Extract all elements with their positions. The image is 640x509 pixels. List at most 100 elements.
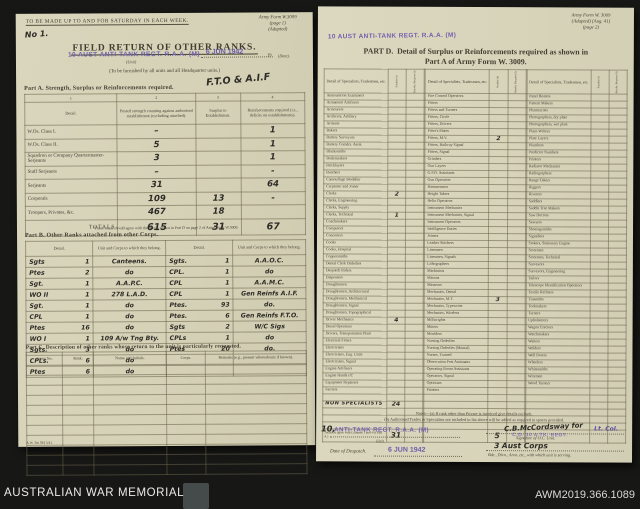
cell <box>62 384 94 396</box>
cell <box>387 267 406 275</box>
cell <box>506 352 525 360</box>
cell <box>405 344 424 353</box>
cell: – <box>117 164 196 179</box>
part-a-heading: Part A. Strength, Surplus or Reinforceme… <box>24 84 174 92</box>
cell <box>387 239 406 247</box>
cell <box>166 454 207 465</box>
cell: CPL. 1 <box>165 266 233 278</box>
cell <box>489 219 508 227</box>
cell <box>608 156 627 164</box>
cell <box>387 197 406 205</box>
part-a-table: 1 2 3 4 Detail. Posted strength counting… <box>24 92 306 236</box>
cell <box>205 443 307 455</box>
cell <box>405 379 424 388</box>
cell <box>608 205 627 213</box>
cell <box>63 424 94 436</box>
cell <box>205 423 307 435</box>
part-d-title: PART D. Detail of Surplus or Reinforceme… <box>356 46 596 67</box>
cell <box>387 232 406 240</box>
cell <box>488 338 507 346</box>
cell: Sgt. 1 <box>25 277 94 290</box>
cell <box>205 403 307 415</box>
detail-rank-count: Sgts 1 <box>29 257 90 266</box>
cell <box>93 434 167 445</box>
cell <box>608 121 627 129</box>
cell <box>405 351 424 360</box>
cell: 4 <box>387 316 406 324</box>
cell <box>94 464 167 475</box>
detail-rank-count: CPL 1 <box>169 290 230 298</box>
cell: Ptes 2 <box>25 266 93 279</box>
cell <box>488 261 507 269</box>
cell <box>405 246 424 255</box>
page-1-field-return: TO BE MADE UP TO AND FOR SATURDAY IN EAC… <box>15 12 316 476</box>
cell <box>26 415 64 426</box>
detail-rank-count: Sgt. 1 <box>29 301 90 310</box>
stand-strap <box>183 483 209 509</box>
cell <box>488 352 507 360</box>
cell <box>590 128 609 136</box>
cell: 31 <box>117 178 197 193</box>
cell <box>405 358 424 367</box>
column-header-surplus: Surplus (a) <box>590 70 610 94</box>
cell: 278 L.A.D. <box>93 288 166 300</box>
cell <box>608 177 627 185</box>
cell <box>26 375 63 386</box>
column-header-reinforcements: Reinfts. Required (b) <box>406 69 425 94</box>
detail-rank-count: Sgt. 1 <box>29 279 90 288</box>
cell <box>405 316 424 325</box>
cell <box>386 386 406 394</box>
cell <box>506 317 525 325</box>
cell: do <box>233 331 307 344</box>
part-d-header-row: Detail of Specialists, Tradesmen, etc. S… <box>324 68 425 94</box>
cell <box>166 404 206 415</box>
cell <box>405 281 424 290</box>
cell <box>506 324 525 332</box>
cell <box>26 385 63 396</box>
date-stamp: 6 JUN 1942 <box>205 48 244 56</box>
cell <box>166 444 207 455</box>
cell <box>387 358 406 366</box>
cell <box>63 444 95 456</box>
unit-caption: Unit. <box>376 438 386 444</box>
formation-caption: Bde., Divn., Area, etc., with which unit… <box>488 452 572 458</box>
cell: Gen Reinfs A.I.F. <box>233 287 306 300</box>
cell <box>387 218 406 226</box>
part-a-header-row: Detail. Posted strength counting against… <box>24 100 305 126</box>
cell <box>406 127 425 136</box>
cell <box>404 400 424 409</box>
part-d-group-3-body: Panel Beaters Pattern Makers Pharmacists Ph… <box>525 93 628 443</box>
cell <box>406 106 425 115</box>
column-header: Corps. <box>166 351 206 365</box>
despatch-date-stamp: 6 JUN 1942 <box>388 446 426 454</box>
cell <box>405 295 424 304</box>
cell: 2 <box>387 190 406 198</box>
cell <box>26 465 64 476</box>
cell <box>388 127 407 135</box>
detail-rank-count: Sgts 2 <box>169 323 230 331</box>
cell <box>387 288 406 296</box>
column-header: Name and Initials. <box>93 351 167 365</box>
cell: 1 <box>240 123 305 138</box>
detail-rank-count: Ptes 16 <box>29 323 90 332</box>
cell <box>205 383 307 395</box>
cell: Serjeants <box>25 178 118 193</box>
cell <box>406 113 425 122</box>
cell <box>590 114 609 122</box>
column-header-reinforcements: Reinfts. Required (b) <box>507 69 526 94</box>
cell <box>488 394 507 402</box>
cell <box>506 296 525 304</box>
cell <box>62 374 94 386</box>
cell <box>387 365 406 373</box>
part-d-header-row: Detail of Specialists, Tradesmen, etc. S… <box>526 69 628 94</box>
cell <box>206 453 307 465</box>
cell <box>26 365 63 376</box>
cell <box>405 197 424 206</box>
cell: do <box>93 321 167 333</box>
cell <box>240 204 306 219</box>
despatch-date-line <box>374 455 463 457</box>
column-header: Posted strength counting against authori… <box>117 101 196 125</box>
memorial-credit: AUSTRALIAN WAR MEMORIAL <box>4 487 185 499</box>
